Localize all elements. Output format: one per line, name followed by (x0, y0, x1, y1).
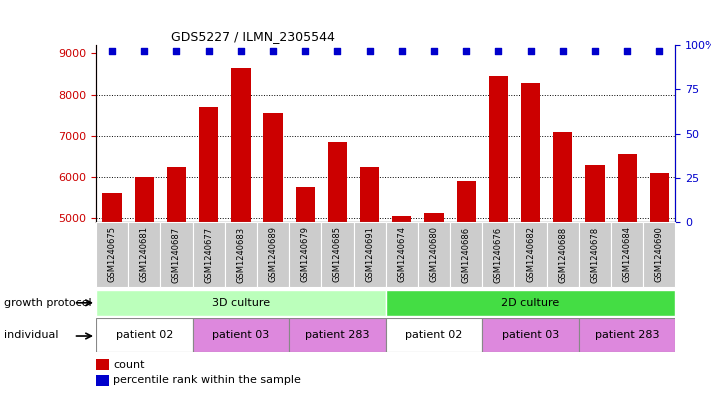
Bar (102, 193, 122, 393)
Text: GSM1240687: GSM1240687 (172, 226, 181, 283)
Text: GSM1240680: GSM1240680 (429, 226, 439, 283)
Point (235, 48, 247, 55)
Bar (193, 222, 225, 287)
Bar (96, 318, 193, 352)
Text: patient 283: patient 283 (595, 330, 659, 340)
Text: GSM1240681: GSM1240681 (140, 226, 149, 283)
Bar (96, 222, 128, 287)
Bar (296, 187, 315, 393)
Bar (167, 167, 186, 393)
Text: GSM1240675: GSM1240675 (107, 226, 117, 283)
Text: patient 03: patient 03 (212, 330, 269, 340)
Bar (643, 222, 675, 287)
Point (139, 48, 150, 55)
Bar (547, 222, 579, 287)
Text: GSM1240682: GSM1240682 (526, 226, 535, 283)
Text: growth protocol: growth protocol (4, 298, 91, 309)
Text: percentile rank within the sample: percentile rank within the sample (113, 375, 301, 386)
Bar (553, 132, 572, 393)
Point (203, 48, 214, 55)
Bar (611, 222, 643, 287)
Text: GSM1240683: GSM1240683 (236, 226, 245, 283)
Bar (650, 173, 669, 393)
Point (525, 48, 536, 55)
Bar (321, 222, 353, 287)
Bar (96, 290, 385, 316)
Text: patient 02: patient 02 (116, 330, 173, 340)
Point (589, 48, 601, 55)
Point (171, 48, 182, 55)
Bar (392, 216, 412, 393)
Point (396, 48, 407, 55)
Bar (424, 213, 444, 393)
Bar (418, 222, 450, 287)
Point (332, 48, 343, 55)
Bar (161, 222, 193, 287)
Point (299, 48, 311, 55)
Bar (617, 154, 637, 393)
Text: patient 03: patient 03 (502, 330, 560, 340)
Text: individual: individual (4, 330, 58, 340)
Bar (328, 142, 347, 393)
Text: GSM1240679: GSM1240679 (301, 226, 310, 283)
Text: patient 02: patient 02 (405, 330, 463, 340)
Text: GSM1240686: GSM1240686 (461, 226, 471, 283)
Bar (199, 107, 218, 393)
Bar (193, 318, 289, 352)
Bar (579, 222, 611, 287)
Text: GSM1240676: GSM1240676 (494, 226, 503, 283)
Bar (482, 222, 515, 287)
Bar (289, 222, 321, 287)
Bar (385, 318, 482, 352)
Point (461, 48, 472, 55)
Text: GSM1240689: GSM1240689 (269, 226, 277, 283)
Point (107, 48, 118, 55)
Text: GSM1240677: GSM1240677 (204, 226, 213, 283)
Text: GSM1240674: GSM1240674 (397, 226, 406, 283)
Text: GSM1240685: GSM1240685 (333, 226, 342, 283)
Text: count: count (113, 360, 144, 370)
Bar (482, 318, 579, 352)
Bar (385, 290, 675, 316)
Bar (353, 222, 385, 287)
Point (621, 48, 633, 55)
Text: GSM1240691: GSM1240691 (365, 226, 374, 283)
Bar (134, 177, 154, 393)
Text: GSM1240690: GSM1240690 (655, 226, 664, 283)
Bar (585, 165, 604, 393)
Bar (289, 318, 385, 352)
Point (428, 48, 439, 55)
Text: GSM1240678: GSM1240678 (590, 226, 599, 283)
Text: 2D culture: 2D culture (501, 298, 560, 308)
Text: patient 283: patient 283 (305, 330, 370, 340)
Point (493, 48, 504, 55)
Bar (263, 113, 283, 393)
Bar (456, 181, 476, 393)
Bar (225, 222, 257, 287)
Bar (488, 76, 508, 393)
Point (557, 48, 569, 55)
Point (267, 48, 279, 55)
Bar (450, 222, 482, 287)
Bar (579, 318, 675, 352)
Bar (360, 167, 379, 393)
Bar (257, 222, 289, 287)
Text: GDS5227 / ILMN_2305544: GDS5227 / ILMN_2305544 (171, 29, 335, 42)
Text: 3D culture: 3D culture (212, 298, 270, 308)
Point (364, 48, 375, 55)
Bar (231, 68, 250, 393)
Point (653, 48, 665, 55)
Bar (521, 83, 540, 393)
Bar (385, 222, 418, 287)
Text: GSM1240688: GSM1240688 (558, 226, 567, 283)
Text: GSM1240684: GSM1240684 (623, 226, 631, 283)
Bar (128, 222, 161, 287)
Bar (515, 222, 547, 287)
